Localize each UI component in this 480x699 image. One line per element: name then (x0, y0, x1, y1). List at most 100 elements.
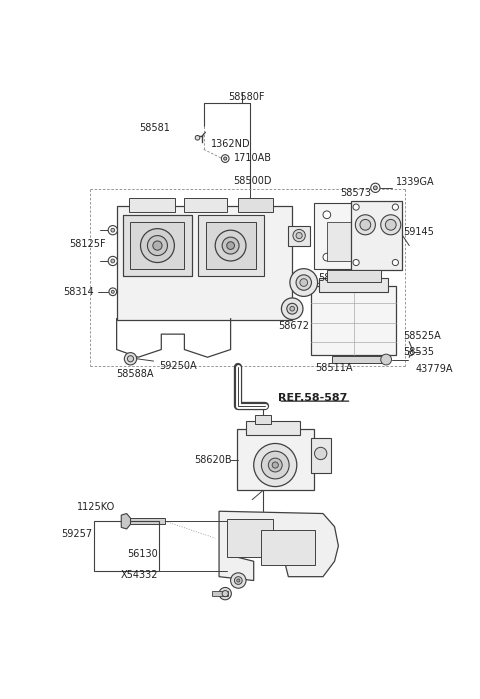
Circle shape (153, 241, 162, 250)
Circle shape (373, 186, 377, 189)
Circle shape (314, 447, 327, 460)
Bar (327, 222, 388, 261)
Circle shape (371, 183, 380, 192)
Bar (206, 222, 256, 268)
Text: 58525A: 58525A (403, 331, 441, 341)
Circle shape (290, 268, 318, 296)
Text: 58125F: 58125F (69, 239, 106, 249)
Text: 59257: 59257 (61, 529, 92, 540)
Text: 1710AB: 1710AB (234, 153, 273, 163)
Circle shape (222, 237, 239, 254)
Circle shape (111, 259, 115, 263)
Text: 59250A: 59250A (159, 361, 197, 371)
Circle shape (300, 279, 308, 287)
Circle shape (124, 352, 137, 365)
Circle shape (392, 259, 398, 266)
Text: REF.58-587: REF.58-587 (278, 393, 348, 403)
Bar (332, 356, 386, 363)
Circle shape (287, 303, 298, 314)
Circle shape (296, 233, 302, 238)
Circle shape (281, 298, 303, 319)
Bar (288, 226, 310, 245)
Circle shape (290, 306, 295, 311)
Text: 58535: 58535 (403, 347, 434, 357)
Bar (227, 519, 273, 557)
Bar (123, 215, 192, 276)
Bar (198, 215, 264, 276)
Text: 1125KO: 1125KO (77, 502, 115, 512)
Bar (312, 286, 396, 355)
Text: 58511A: 58511A (315, 363, 353, 373)
Circle shape (108, 226, 118, 235)
Circle shape (222, 591, 228, 597)
Text: 58573: 58573 (341, 188, 372, 198)
Circle shape (147, 236, 168, 256)
Circle shape (230, 572, 246, 589)
Bar (94, 521, 159, 571)
Bar (129, 198, 175, 212)
Text: 1339GA: 1339GA (396, 177, 435, 187)
Circle shape (353, 259, 359, 266)
Circle shape (323, 211, 331, 219)
Circle shape (127, 356, 133, 362)
Circle shape (408, 351, 413, 356)
Circle shape (221, 154, 229, 162)
Circle shape (254, 443, 297, 487)
Circle shape (381, 354, 392, 365)
Circle shape (381, 211, 388, 219)
Circle shape (355, 215, 375, 235)
Text: 1362ND: 1362ND (211, 139, 251, 149)
Circle shape (296, 275, 312, 290)
Bar (351, 201, 402, 271)
Bar (212, 591, 228, 596)
Circle shape (262, 451, 289, 479)
Bar (319, 278, 388, 291)
Circle shape (293, 229, 305, 242)
Circle shape (381, 253, 388, 261)
Circle shape (353, 204, 359, 210)
Bar (131, 222, 184, 268)
Polygon shape (121, 514, 131, 529)
Circle shape (215, 230, 246, 261)
Circle shape (141, 229, 174, 263)
Bar (238, 198, 273, 212)
Text: 58588A: 58588A (116, 369, 154, 379)
Bar (262, 531, 315, 565)
Circle shape (385, 219, 396, 230)
Text: 58581: 58581 (140, 123, 170, 133)
Text: 58672: 58672 (278, 321, 309, 331)
Text: 43779A: 43779A (415, 363, 453, 374)
Text: 58314: 58314 (63, 287, 94, 297)
Polygon shape (219, 511, 338, 581)
Circle shape (227, 242, 234, 250)
Circle shape (109, 288, 117, 296)
Bar (255, 415, 271, 424)
Bar (314, 203, 397, 268)
Bar (246, 421, 300, 435)
Bar (123, 215, 192, 276)
Circle shape (111, 290, 114, 294)
Circle shape (224, 157, 227, 160)
Text: X54332: X54332 (120, 570, 158, 580)
Circle shape (195, 136, 200, 140)
Bar (117, 206, 292, 319)
Circle shape (381, 215, 401, 235)
Circle shape (360, 219, 371, 230)
Circle shape (111, 229, 115, 232)
Text: 58620B: 58620B (194, 454, 232, 465)
Circle shape (323, 253, 331, 261)
Bar (237, 429, 314, 491)
Text: 58580F: 58580F (228, 92, 264, 101)
Bar (312, 438, 331, 473)
Circle shape (234, 577, 242, 584)
Circle shape (272, 462, 278, 468)
Circle shape (392, 204, 398, 210)
Circle shape (108, 257, 118, 266)
Text: 58531A: 58531A (318, 273, 356, 283)
Text: 58500D: 58500D (233, 175, 271, 185)
Bar (184, 198, 227, 212)
Circle shape (268, 458, 282, 472)
Text: 59145: 59145 (403, 226, 434, 237)
Bar (327, 271, 381, 282)
Bar (131, 518, 165, 524)
